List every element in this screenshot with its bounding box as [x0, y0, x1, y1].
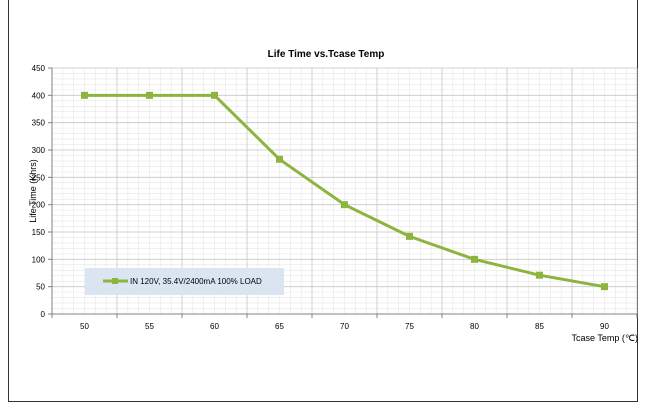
data-point	[471, 255, 478, 263]
y-tick-label: 300	[32, 146, 46, 155]
y-tick-label: 400	[32, 91, 46, 100]
y-tick-labels: 0 50 100 150 200 250 300 350 400 450	[32, 64, 46, 319]
y-tick-label: 450	[32, 64, 46, 73]
y-tick-label: 100	[32, 255, 46, 264]
data-point	[276, 155, 283, 163]
y-tick-label: 250	[32, 173, 46, 182]
x-tick-label: 55	[145, 322, 154, 331]
chart-frame	[8, 0, 638, 402]
x-tick-label: 70	[340, 322, 349, 331]
data-point	[341, 201, 348, 209]
chart-title: Life Time vs.Tcase Temp	[268, 49, 385, 60]
series-group	[81, 91, 608, 291]
data-point	[601, 283, 608, 291]
y-tick-label: 350	[32, 119, 46, 128]
y-tick-label: 150	[32, 228, 46, 237]
x-tick-label: 75	[405, 322, 414, 331]
y-axis-label: Life Time (Khrs)	[28, 159, 38, 223]
x-tick-label: 90	[600, 322, 609, 331]
y-tick-label: 200	[32, 201, 46, 210]
x-axis-label: Tcase Temp (℃)	[572, 333, 638, 343]
data-point	[536, 271, 543, 279]
legend: IN 120V, 35.4V/2400mA 100% LOAD	[85, 268, 284, 295]
data-point	[211, 91, 218, 99]
y-tick-label: 0	[41, 310, 46, 319]
y-tick-label: 50	[36, 283, 45, 292]
data-point	[146, 91, 153, 99]
axes	[48, 67, 638, 318]
legend-marker	[112, 278, 118, 284]
x-tick-label: 80	[470, 322, 479, 331]
x-tick-label: 85	[535, 322, 544, 331]
x-tick-label: 50	[80, 322, 89, 331]
data-point	[406, 232, 413, 240]
legend-label: IN 120V, 35.4V/2400mA 100% LOAD	[130, 277, 262, 286]
x-tick-labels: 50 55 60 65 70 75 80 85 90	[80, 322, 609, 331]
data-point	[81, 91, 88, 99]
x-tick-label: 60	[210, 322, 219, 331]
x-tick-label: 65	[275, 322, 284, 331]
